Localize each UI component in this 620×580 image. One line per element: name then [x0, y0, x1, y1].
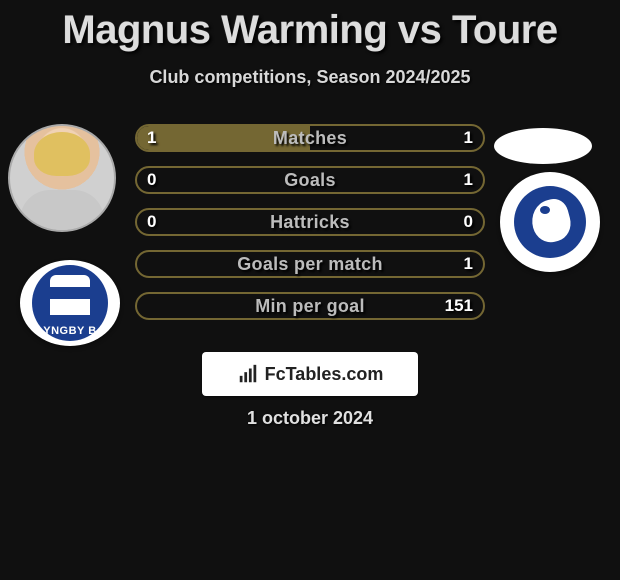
stat-right-value: 151 [443, 296, 473, 316]
stat-row: Min per goal 151 [135, 292, 485, 320]
page-subtitle: Club competitions, Season 2024/2025 [0, 67, 620, 88]
brand-badge[interactable]: FcTables.com [202, 352, 418, 396]
player-photo [8, 124, 116, 232]
stat-right-value: 1 [443, 254, 473, 274]
page-title: Magnus Warming vs Toure [0, 0, 620, 53]
player-oval-right [494, 128, 592, 164]
stat-left-value: 0 [147, 212, 177, 232]
brand-text: FcTables.com [265, 364, 384, 385]
stat-label: Min per goal [255, 296, 365, 317]
stat-row: 1 Matches 1 [135, 124, 485, 152]
stat-right-value: 0 [443, 212, 473, 232]
date-text: 1 october 2024 [0, 408, 620, 429]
stat-left-value: 0 [147, 170, 177, 190]
club-crest-right [500, 172, 600, 272]
comparison-infographic: Magnus Warming vs Toure Club competition… [0, 0, 620, 580]
stat-row: 0 Goals 1 [135, 166, 485, 194]
stat-right-value: 1 [443, 170, 473, 190]
stat-left-value: 1 [147, 128, 177, 148]
stat-label: Goals [284, 170, 336, 191]
barchart-icon [237, 363, 259, 385]
club-crest-left: YNGBY B [20, 260, 120, 346]
stat-label: Hattricks [270, 212, 350, 233]
stat-row: 0 Hattricks 0 [135, 208, 485, 236]
stat-label: Matches [273, 128, 347, 149]
stat-label: Goals per match [237, 254, 383, 275]
stat-right-value: 1 [443, 128, 473, 148]
crest-left-text: YNGBY B [43, 325, 96, 337]
stats-list: 1 Matches 1 0 Goals 1 0 Hattricks 0 Goal… [135, 124, 485, 334]
stat-row: Goals per match 1 [135, 250, 485, 278]
